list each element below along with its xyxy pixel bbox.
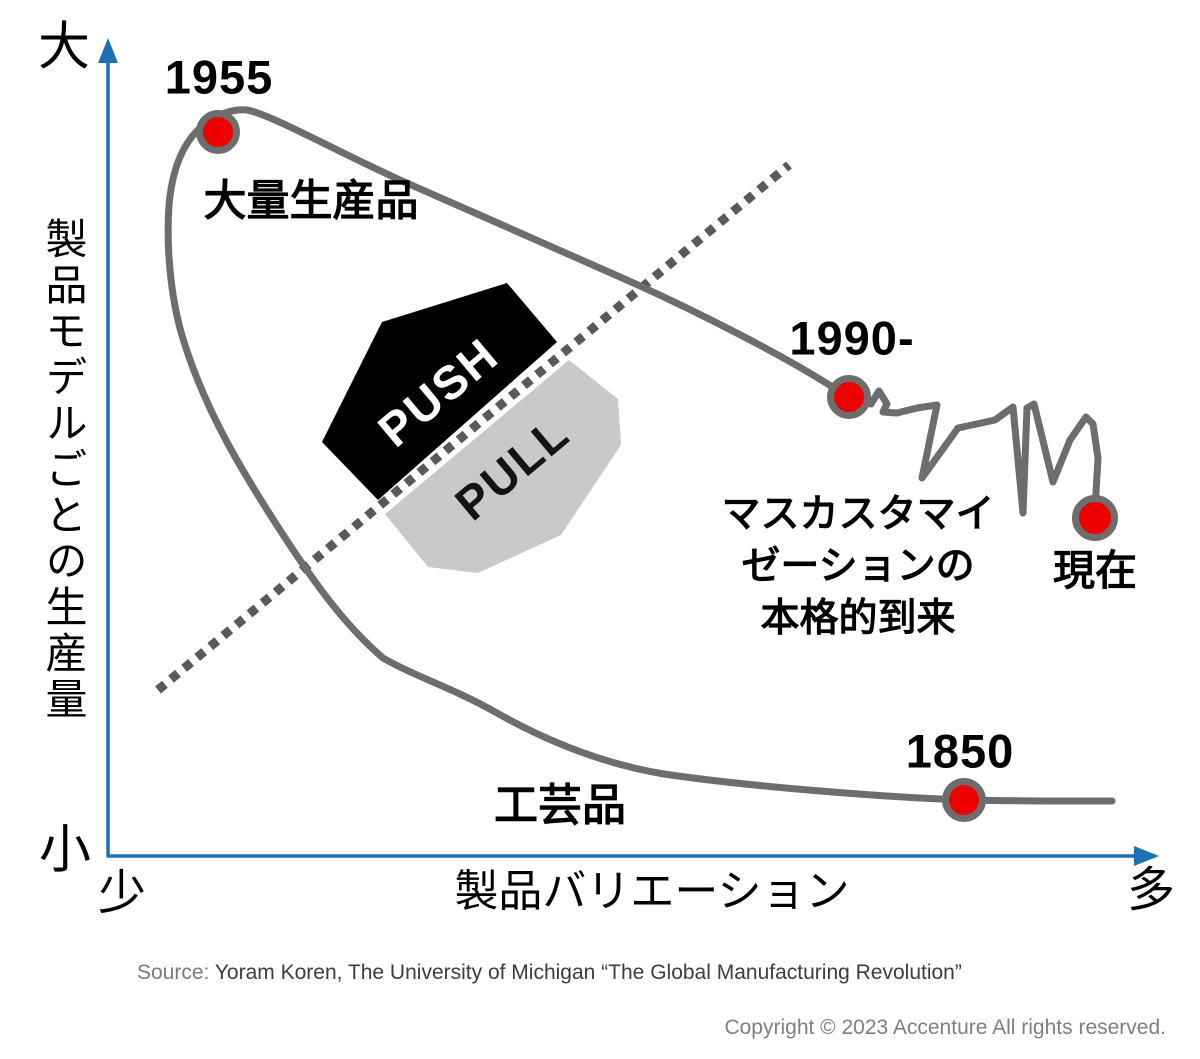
y-axis-max-label: 大 [37, 18, 91, 77]
dot-1850 [942, 778, 986, 822]
x-axis-title: 製品バリエーション [454, 866, 850, 916]
mass-customization-label: マスカスタマイ ゼーションの 本格的到来 [721, 489, 994, 645]
mass-customization-line2: ゼーションの [741, 545, 975, 588]
mass-customization-line1: マスカスタマイ [721, 493, 995, 536]
evolution-curve [164, 106, 1116, 805]
push-zone-shape [322, 283, 557, 500]
copyright-line: Copyright © 2023 Accenture All rights re… [724, 1016, 1166, 1039]
y-axis-title: 製品モデルごとの生産量 [40, 217, 88, 723]
x-axis-min-label: 少 [97, 866, 147, 920]
dot-1955 [196, 110, 240, 154]
pull-zone-shape [385, 360, 621, 573]
mass-production-label: 大量生産品 [203, 177, 419, 226]
x-axis-max-label: 多 [1126, 863, 1176, 917]
present-label: 現在 [1052, 546, 1138, 594]
push-pull-boundary-dotted-line [155, 161, 792, 694]
source-prefix: Source: [137, 961, 210, 984]
source-citation: Yoram Koren, The University of Michigan … [209, 961, 962, 984]
mass-customization-line3: 本格的到来 [760, 597, 956, 640]
dot-1990 [827, 375, 871, 419]
year-label-1850: 1850 [905, 724, 1015, 778]
y-axis-arrowhead [98, 38, 118, 63]
year-label-1990: 1990- [789, 311, 915, 365]
dot-present [1072, 495, 1118, 541]
zigzag-curve-1990-to-present [839, 387, 1102, 517]
x-axis-arrowhead [1134, 846, 1159, 866]
y-axis-min-label: 小 [38, 821, 92, 880]
source-line: Source: Yoram Koren, The University of M… [137, 961, 962, 985]
craft-goods-label: 工芸品 [494, 780, 626, 830]
year-label-1955: 1955 [164, 50, 274, 104]
